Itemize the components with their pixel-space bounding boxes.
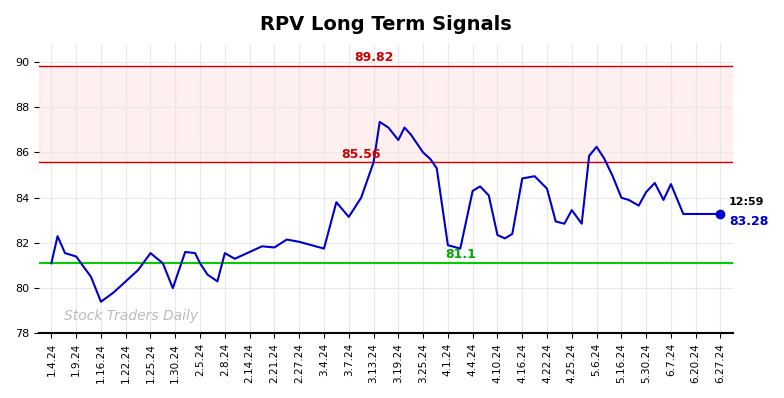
Text: 12:59: 12:59 (729, 197, 764, 207)
Text: 81.1: 81.1 (445, 248, 476, 261)
Title: RPV Long Term Signals: RPV Long Term Signals (260, 15, 512, 34)
Text: 83.28: 83.28 (729, 215, 768, 228)
Text: 89.82: 89.82 (354, 51, 394, 64)
Text: Stock Traders Daily: Stock Traders Daily (64, 309, 198, 323)
Text: 85.56: 85.56 (341, 148, 381, 161)
Bar (39, 66, 733, 162)
